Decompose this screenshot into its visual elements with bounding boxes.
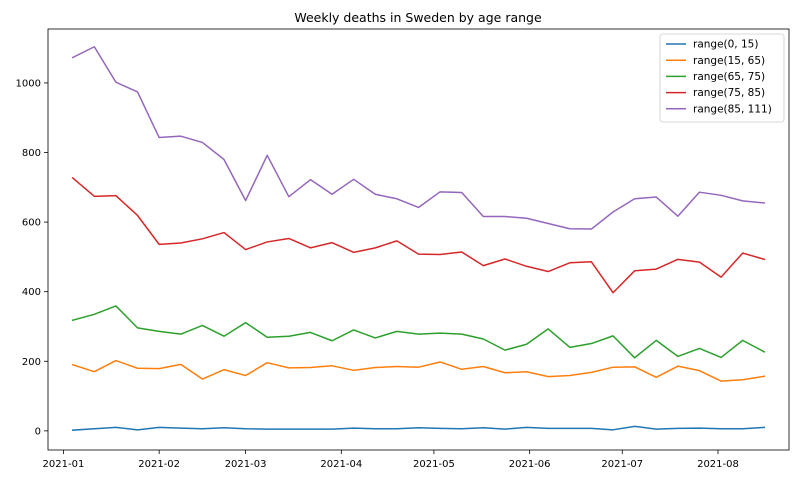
series-line-0 [71, 425, 766, 431]
series-line-1 [71, 359, 766, 382]
y-tick-label: 600 [22, 218, 41, 229]
x-tick-label: 2021-04 [320, 459, 362, 470]
series-line-3 [71, 176, 766, 294]
x-tick-label: 2021-05 [413, 459, 455, 470]
series-lines [71, 45, 766, 431]
series-line-4 [71, 45, 766, 230]
legend: range(0, 15) range(15, 65) range(65, 75) ra… [659, 33, 785, 123]
series-line-2 [71, 305, 766, 359]
plot-frame [47, 28, 790, 451]
legend-label: range(75, 85) [693, 87, 765, 99]
x-tick-label: 2021-01 [43, 459, 85, 470]
legend-label: range(0, 15) [693, 39, 758, 51]
x-tick-label: 2021-07 [601, 459, 643, 470]
legend-box [659, 33, 785, 123]
y-tick-label: 0 [35, 426, 41, 437]
legend-label: range(15, 65) [693, 55, 765, 67]
x-tick-label: 2021-03 [225, 459, 267, 470]
x-tick-label: 2021-08 [697, 459, 739, 470]
axes: 0 200 400 600 800 1000 2021-01 2021-02 2021-03 20… [16, 78, 739, 470]
y-tick-label: 200 [22, 357, 41, 368]
x-tick-label: 2021-02 [138, 459, 180, 470]
x-tick-label: 2021-06 [509, 459, 551, 470]
y-tick-label: 800 [22, 148, 41, 159]
chart-title: Weekly deaths in Sweden by age range [294, 10, 542, 25]
legend-label: range(85, 111) [693, 103, 772, 115]
y-tick-label: 400 [22, 287, 41, 298]
y-tick-label: 1000 [16, 78, 41, 89]
legend-label: range(65, 75) [693, 71, 765, 83]
